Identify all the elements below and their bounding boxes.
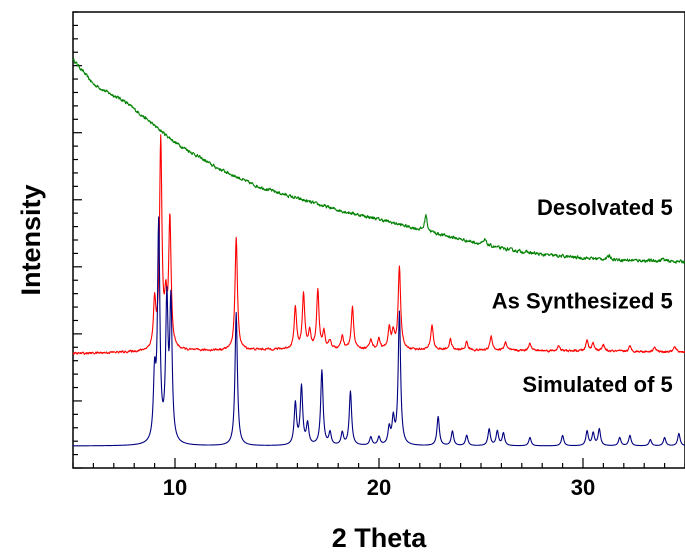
series-lines [72, 58, 685, 447]
series-label-1: Desolvated 5 [537, 195, 673, 220]
series-line-1 [72, 58, 685, 264]
series-line-2 [72, 134, 685, 355]
x-axis-title: 2 Theta [332, 523, 428, 553]
series-labels: Desolvated 5 As Synthesized 5 Simulated of… [492, 195, 673, 397]
series-label-2: As Synthesized 5 [492, 289, 673, 314]
axis-ticks [72, 11, 685, 469]
x-tick-label: 30 [571, 475, 595, 500]
series-label-3: Simulated of 5 [522, 372, 672, 397]
x-tick-labels: 10 20 30 [163, 475, 595, 500]
series-line-3 [72, 216, 685, 447]
x-tick-label: 10 [163, 475, 187, 500]
y-axis-title: Intensity [16, 184, 46, 295]
plot-frame [72, 11, 685, 469]
x-tick-label: 20 [367, 475, 391, 500]
